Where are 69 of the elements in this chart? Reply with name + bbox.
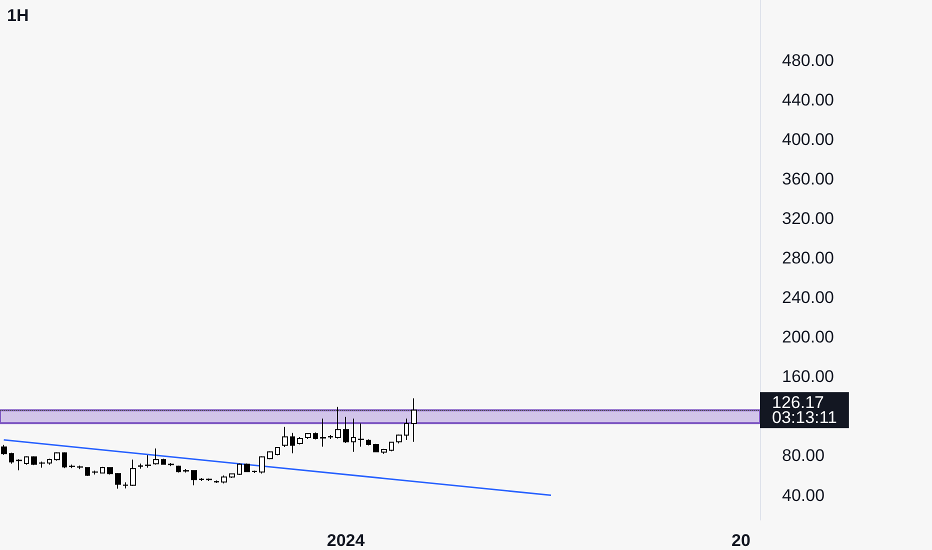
y-tick-label: 40.00 [782, 486, 825, 505]
x-tick-label: 2024 [326, 531, 366, 550]
candlestick [275, 446, 280, 456]
candlestick [16, 458, 22, 471]
candlestick [176, 465, 181, 474]
y-tick-label: 480.00 [782, 50, 834, 70]
candlestick [39, 461, 45, 468]
candlestick [138, 463, 143, 470]
candlestick [351, 418, 356, 452]
candlestick [358, 423, 364, 448]
candlestick [411, 398, 417, 442]
candlestick [328, 434, 333, 440]
y-tick-label: 160.00 [782, 367, 834, 386]
chart-title: 1H [7, 6, 29, 25]
candlestick [130, 459, 136, 486]
candlestick [62, 452, 67, 469]
candlestick [214, 480, 219, 484]
candlestick [77, 465, 83, 470]
candlestick [229, 473, 235, 478]
candlestick [199, 477, 204, 482]
y-tick-label: 320.00 [782, 208, 834, 228]
candlestick [24, 456, 29, 466]
candlestick [305, 432, 311, 440]
candlestick [373, 443, 379, 453]
candlestick [282, 426, 288, 448]
candlestick [161, 458, 166, 466]
candlestick [115, 472, 121, 490]
candlestick [85, 466, 90, 477]
candlestick [259, 456, 265, 474]
candlestick [191, 470, 197, 486]
candlestick [153, 448, 159, 466]
y-tick-label: 400.00 [782, 130, 834, 149]
candlestick [183, 468, 189, 474]
candlestick [404, 418, 409, 440]
candlestick [168, 462, 174, 467]
candlestick [145, 454, 151, 468]
candlestick [343, 416, 349, 444]
candlestick [297, 436, 303, 445]
candlestick [54, 452, 60, 462]
candlestick [123, 482, 128, 489]
y-tick-label: 280.00 [782, 248, 834, 268]
y-tick-label: 200.00 [782, 328, 834, 347]
candlestick [100, 466, 105, 474]
y-tick-label: 360.00 [782, 169, 834, 188]
candlestick [244, 463, 250, 473]
candlestick [92, 470, 98, 476]
x-tick-label: 20 [732, 531, 750, 550]
candlestick [69, 464, 75, 469]
candlestick [320, 418, 326, 448]
candlestick [389, 441, 394, 452]
candlestick [107, 466, 113, 476]
candlestick [396, 434, 402, 444]
candlestick [381, 448, 387, 454]
candlestick [1, 444, 7, 456]
candlestick [252, 470, 257, 474]
candlestick [267, 450, 273, 460]
candlestick [206, 478, 212, 482]
candlestick [313, 432, 318, 440]
candlestick [9, 452, 14, 464]
candlestick [290, 432, 295, 454]
y-tick-label: 80.00 [782, 446, 825, 466]
candlestick [47, 458, 52, 466]
y-tick-label: 240.00 [782, 288, 834, 308]
candlestick [237, 463, 242, 476]
candlestick [221, 475, 227, 484]
candlestick [335, 406, 341, 439]
candlestick [31, 456, 37, 466]
y-tick-label: 440.00 [782, 90, 834, 110]
candlestick [366, 438, 371, 446]
